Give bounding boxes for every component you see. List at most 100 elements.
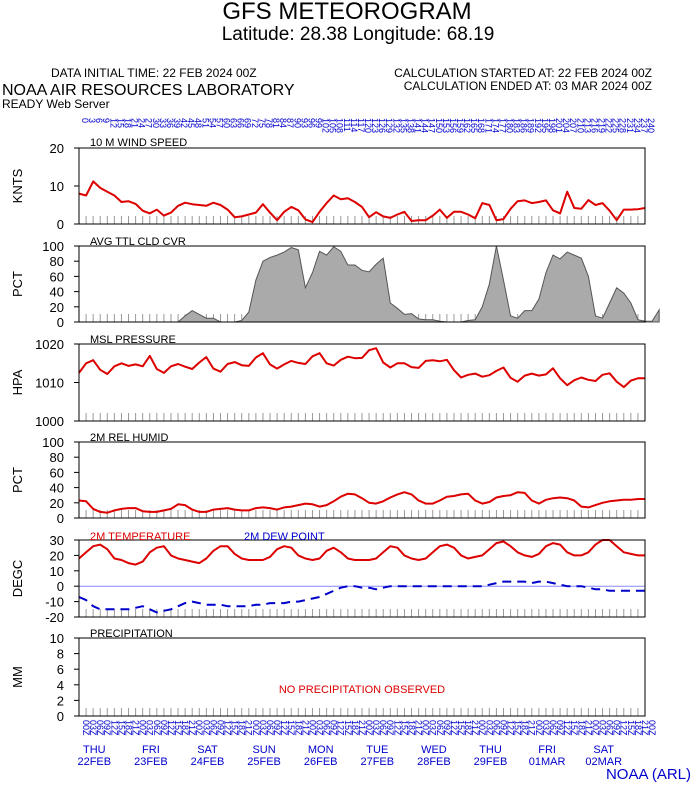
bottom-hour-label: 18Z <box>350 720 360 736</box>
top-hour-label: 9 <box>101 118 111 123</box>
bottom-hour-label: 09Z <box>555 720 565 736</box>
bottom-hour-label: 06Z <box>322 720 332 736</box>
top-hour-label: 3 <box>87 118 97 123</box>
calc-started-label: CALCULATION STARTED AT: 22 FEB 2024 00Z <box>394 66 652 80</box>
top-hour-label: 234 <box>632 118 642 133</box>
top-hour-label: 57 <box>214 118 224 128</box>
bottom-hour-label: 06Z <box>548 720 558 736</box>
top-hour-label: 168 <box>476 118 486 133</box>
bottom-hour-label: 12Z <box>109 720 119 736</box>
top-hour-label: 159 <box>455 118 465 133</box>
top-hour-label: 24 <box>137 118 147 128</box>
bottom-hour-label: 21Z <box>527 720 537 736</box>
bottom-hour-label: 18Z <box>293 720 303 736</box>
top-hour-label: 219 <box>596 118 606 133</box>
top-hour-label: 39 <box>172 118 182 128</box>
top-hour-label: 114 <box>349 118 359 132</box>
top-hour-label: 198 <box>547 118 557 133</box>
series-line-1 <box>78 180 646 224</box>
top-hour-label: 102 <box>321 118 331 133</box>
top-hour-label: 75 <box>257 118 267 128</box>
bottom-hour-label: 09Z <box>329 720 339 736</box>
bottom-hour-label: 06Z <box>95 720 105 736</box>
top-hour-label: 123 <box>370 118 380 133</box>
top-hour-label: 225 <box>611 118 621 133</box>
y-tick-label: 20 <box>50 300 64 315</box>
top-hour-label: 153 <box>441 118 451 133</box>
y-axis-label: PCT <box>10 467 25 493</box>
top-hour-label: 12 <box>108 118 118 128</box>
top-hour-label: 45 <box>186 118 196 128</box>
legend-temperature: 2M TEMPERATURE <box>90 531 190 543</box>
bottom-hour-label: 03Z <box>314 720 324 736</box>
bottom-hour-label: 15Z <box>569 720 579 736</box>
top-hour-label: 165 <box>469 118 479 133</box>
bottom-hour-label: 18Z <box>633 720 643 736</box>
y-tick-label: 0 <box>57 217 64 232</box>
y-tick-label: 4 <box>57 678 64 693</box>
panel-3: 1020 1010 1000 HPA MSL PRESSURE <box>10 334 646 429</box>
bottom-hour-label: 18Z <box>576 720 586 736</box>
y-tick-label: -20 <box>45 610 64 625</box>
top-hour-label: 171 <box>483 118 493 133</box>
bottom-hour-label: 03Z <box>484 720 494 736</box>
date-label: 29FEB <box>474 756 508 768</box>
bottom-hour-label: 15Z <box>230 720 240 736</box>
top-hour-label: 105 <box>328 118 338 133</box>
series-line-2 <box>78 580 645 614</box>
top-hour-label: 135 <box>398 118 408 133</box>
top-hour-label: 156 <box>448 118 458 133</box>
bottom-hour-label: 06Z <box>378 720 388 736</box>
bottom-hour-label: 00Z <box>590 720 600 736</box>
top-hour-label: 18 <box>122 118 132 128</box>
y-tick-label: 8 <box>57 647 64 662</box>
bottom-hour-label: 12Z <box>449 720 459 736</box>
top-hour-label: 144 <box>420 118 430 133</box>
series-line-1 <box>78 347 645 389</box>
top-hour-label: 60 <box>222 118 232 128</box>
top-hour-label: 96 <box>306 118 316 128</box>
bottom-hour-label: 21Z <box>131 720 141 736</box>
y-tick-label: 10 <box>50 179 64 194</box>
y-tick-label: 2 <box>57 693 64 708</box>
top-hour-label: 231 <box>625 118 635 133</box>
bottom-hour-label: 09Z <box>102 720 112 736</box>
bottom-hour-label: 00Z <box>81 720 91 736</box>
y-tick-label: 1020 <box>35 337 64 352</box>
bottom-hour-label: 00Z <box>138 720 148 736</box>
bottom-hour-label: 15Z <box>513 720 523 736</box>
top-hour-label: 111 <box>342 118 352 132</box>
bottom-hour-label: 09Z <box>612 720 622 736</box>
top-hour-label: 0 <box>80 118 90 123</box>
top-hour-label: 147 <box>427 118 437 133</box>
series-line-1 <box>78 491 645 514</box>
top-hour-label: 54 <box>207 118 217 128</box>
top-hour-label: 210 <box>575 118 585 133</box>
cloud-cover-area <box>79 245 660 323</box>
top-hour-label: 183 <box>512 118 522 133</box>
bottom-hour-label: 09Z <box>215 720 225 736</box>
y-tick-label: 60 <box>50 269 64 284</box>
top-hour-label: 66 <box>236 118 246 128</box>
panel-frame <box>78 343 646 422</box>
y-tick-label: 1000 <box>35 414 64 429</box>
date-label: 26FEB <box>304 756 338 768</box>
legend-dew-point: 2M DEW POINT <box>244 531 325 543</box>
bottom-hour-label: 21Z <box>300 720 310 736</box>
bottom-hour-label: 09Z <box>442 720 452 736</box>
top-hour-label: 27 <box>144 118 154 128</box>
top-hour-label: 90 <box>292 118 302 128</box>
date-label: 24FEB <box>191 756 225 768</box>
y-tick-label: 20 <box>50 496 64 511</box>
y-tick-label: 0 <box>57 315 64 330</box>
bottom-hour-label: 12Z <box>619 720 629 736</box>
credit-label: NOAA (ARL) <box>605 766 691 783</box>
bottom-hour-label: 03Z <box>145 720 155 736</box>
calc-ended-label: CALCULATION ENDED AT: 03 MAR 2024 00Z <box>403 79 652 93</box>
y-tick-label: 20 <box>50 141 64 156</box>
y-axis-label: KNTS <box>10 168 25 203</box>
top-hour-label: 192 <box>533 118 543 133</box>
page-title: GFS METEOROGRAM <box>222 0 472 25</box>
bottom-hour-label: 12Z <box>562 720 572 736</box>
